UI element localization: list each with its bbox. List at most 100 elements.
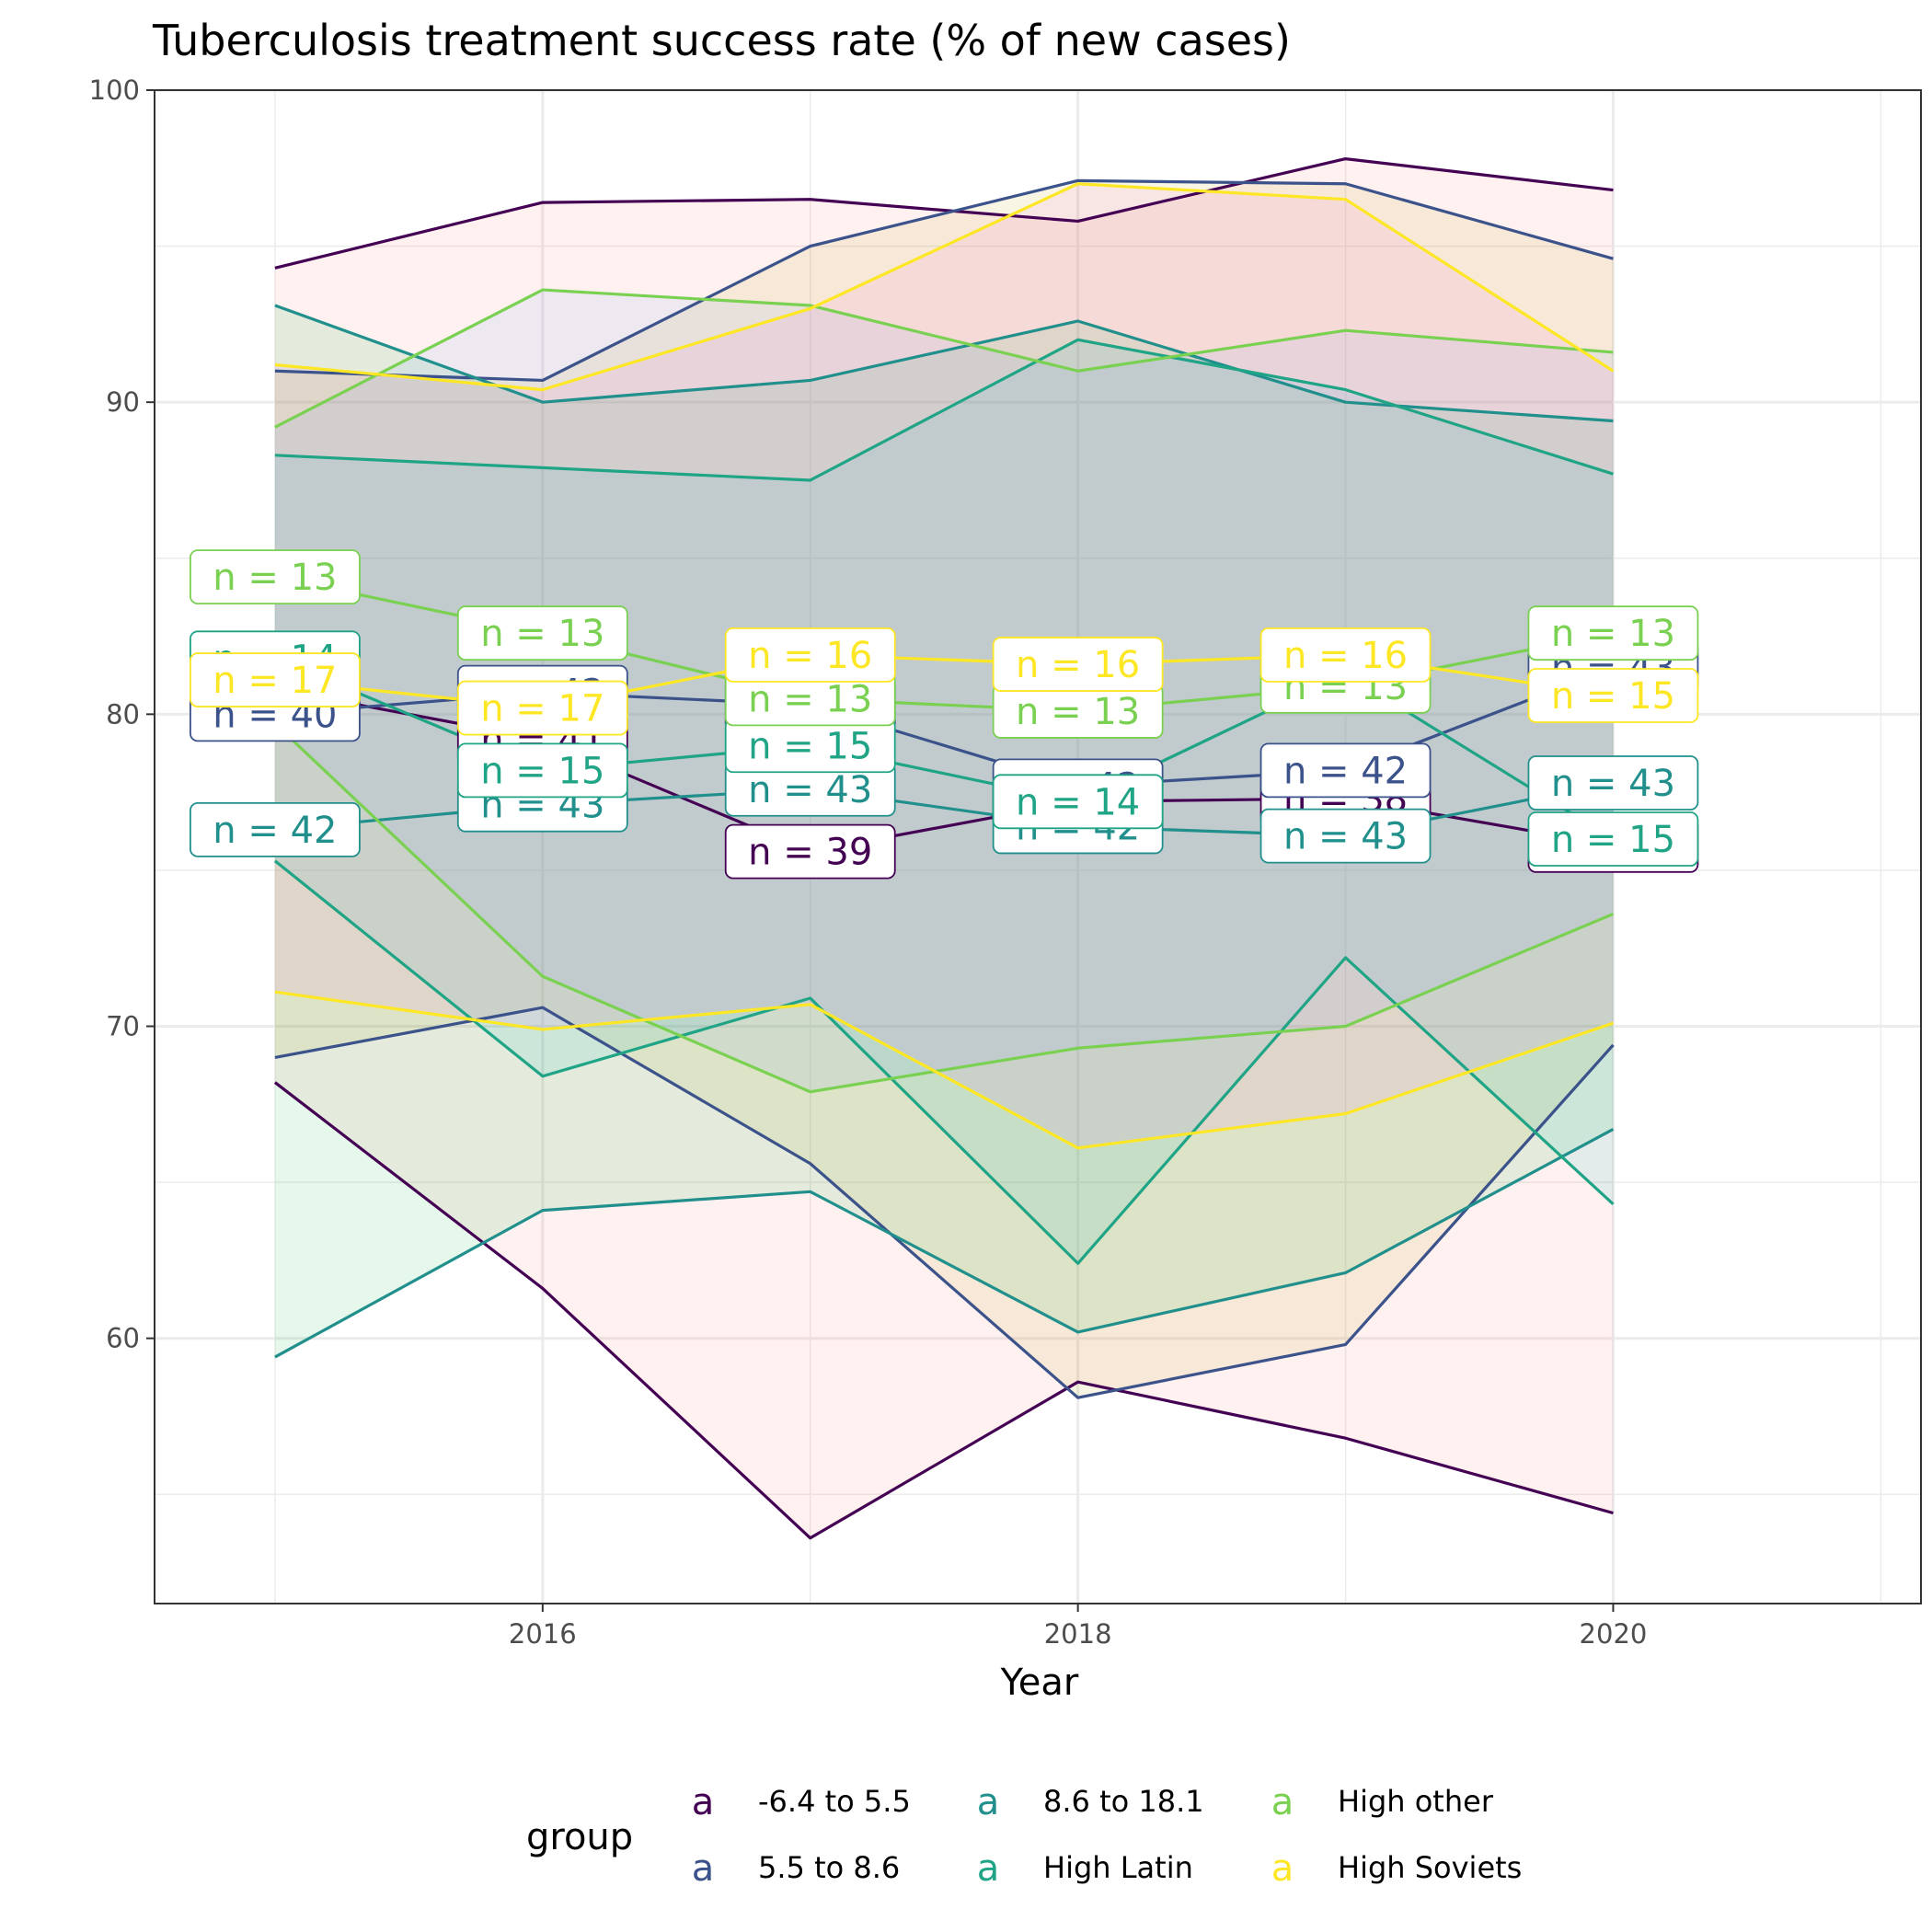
legend-label: 8.6 to 18.1 — [1043, 1784, 1204, 1819]
n-label-text: n = 15 — [1551, 819, 1675, 861]
series-line-lower-4 — [273, 722, 1615, 1094]
ribbon-5 — [274, 183, 1614, 1148]
n-label: n = 43 — [1527, 755, 1699, 811]
n-label-text: n = 39 — [748, 832, 872, 874]
n-label-text: n = 42 — [213, 810, 337, 852]
x-tick-label: 2016 — [509, 1618, 577, 1650]
n-label-box — [1527, 668, 1699, 723]
n-label: n = 17 — [456, 680, 628, 736]
n-label-box — [190, 801, 361, 857]
n-label-text: n = 17 — [480, 688, 604, 730]
n-label: n = 39 — [724, 823, 896, 880]
series-line-lower-1 — [274, 1006, 1615, 1399]
legend-key: a — [1271, 1781, 1294, 1823]
n-label: n = 13 — [724, 671, 896, 727]
series-line-lower-5 — [274, 990, 1614, 1150]
n-label: n = 42 — [190, 801, 361, 857]
n-label-text: n = 13 — [480, 613, 604, 655]
n-label-text: n = 43 — [1283, 816, 1408, 858]
legend-item: a -6.4 to 5.5 — [692, 1781, 911, 1823]
n-label: n = 15 — [724, 718, 896, 774]
n-label-text: n = 13 — [1551, 613, 1675, 655]
n-label-text: n = 13 — [748, 678, 872, 720]
x-axis-title: Year — [1000, 1662, 1079, 1704]
n-label-box — [1527, 811, 1699, 867]
legend-label: -6.4 to 5.5 — [758, 1784, 911, 1819]
n-label-text: n = 43 — [748, 769, 872, 811]
series-line-lower-3 — [273, 859, 1615, 1265]
series-line-upper-4 — [274, 288, 1614, 429]
n-label-text: n = 42 — [1283, 750, 1408, 792]
n-label: n = 13 — [1527, 605, 1699, 661]
axes: 60 70 80 90 100 2016 2018 2020 — [89, 75, 1648, 1650]
legend-item: a 8.6 to 18.1 — [977, 1781, 1204, 1823]
n-label-text: n = 16 — [1283, 635, 1408, 677]
n-label: n = 14 — [992, 774, 1164, 830]
n-label-box — [456, 605, 628, 661]
n-label-box — [992, 774, 1164, 830]
n-label-text: n = 15 — [1551, 675, 1675, 718]
n-label-box — [724, 627, 896, 683]
legend-title: group — [526, 1816, 633, 1858]
legend-key: a — [692, 1781, 715, 1823]
n-label-text: n = 14 — [1016, 781, 1140, 823]
n-label-box — [456, 680, 628, 736]
y-tick-label: 70 — [106, 1011, 140, 1042]
y-tick-label: 60 — [106, 1323, 140, 1354]
legend-key: a — [1271, 1847, 1294, 1890]
y-tick-label: 90 — [106, 386, 140, 418]
series-line-upper-1 — [274, 178, 1614, 383]
n-label-box — [456, 742, 628, 799]
legend-key: a — [692, 1847, 715, 1890]
n-label-box — [1259, 627, 1432, 683]
n-label: n = 16 — [724, 627, 896, 683]
n-label: n = 16 — [992, 637, 1164, 692]
legend-key: a — [977, 1847, 1000, 1890]
n-label-box — [1527, 755, 1699, 811]
legend-key: a — [977, 1781, 1000, 1823]
legend-label: High Latin — [1043, 1850, 1193, 1885]
series-line-upper-0 — [274, 157, 1614, 270]
n-label: n = 13 — [456, 605, 628, 661]
n-label: n = 16 — [1259, 627, 1432, 683]
legend-item: a 5.5 to 8.6 — [692, 1847, 901, 1890]
legend-item: a High other — [1271, 1781, 1494, 1823]
n-label-text: n = 13 — [213, 557, 337, 599]
n-label-text: n = 15 — [748, 725, 872, 767]
ribbon-1 — [274, 180, 1614, 1398]
ribbon-0 — [274, 158, 1614, 1538]
legend-item: a High Soviets — [1271, 1847, 1523, 1890]
legend-label: High Soviets — [1338, 1850, 1522, 1885]
n-label: n = 17 — [190, 652, 361, 707]
series-line-upper-3 — [274, 338, 1614, 482]
x-tick-label: 2018 — [1044, 1618, 1112, 1650]
n-label-text: n = 17 — [213, 660, 337, 702]
n-label-text: n = 16 — [1016, 644, 1140, 686]
y-tick-label: 100 — [89, 75, 140, 106]
n-label-text: n = 43 — [1551, 763, 1675, 805]
n-label: n = 15 — [1527, 811, 1699, 867]
y-tick-label: 80 — [106, 698, 140, 730]
legend: group a -6.4 to 5.5 a 5.5 to 8.6 a 8.6 to 18.… — [526, 1781, 1522, 1890]
series-lines — [273, 157, 1615, 1540]
n-label-box — [992, 637, 1164, 692]
legend-label: High other — [1338, 1784, 1494, 1819]
n-label-box — [1259, 742, 1432, 799]
chart-title: Tuberculosis treatment success rate (% o… — [152, 16, 1291, 65]
n-label: n = 13 — [190, 549, 361, 605]
series-line-upper-5 — [274, 182, 1615, 392]
x-tick-label: 2020 — [1580, 1618, 1648, 1650]
n-labels: n = 38n = 41n = 39n = 38n = 38n = 40n = … — [190, 549, 1699, 880]
n-label-box — [190, 549, 361, 605]
n-label: n = 43 — [724, 761, 896, 817]
plot-panel-border — [154, 89, 1922, 1604]
series-line-lower-0 — [273, 1081, 1614, 1540]
n-label: n = 42 — [1259, 742, 1432, 799]
legend-label: 5.5 to 8.6 — [758, 1850, 900, 1885]
n-label: n = 13 — [992, 684, 1164, 739]
n-label: n = 15 — [1527, 668, 1699, 723]
series-line-lower-2 — [274, 1128, 1615, 1359]
n-label-box — [190, 652, 361, 707]
ribbon-4 — [274, 290, 1614, 1092]
n-label-text: n = 16 — [748, 635, 872, 677]
